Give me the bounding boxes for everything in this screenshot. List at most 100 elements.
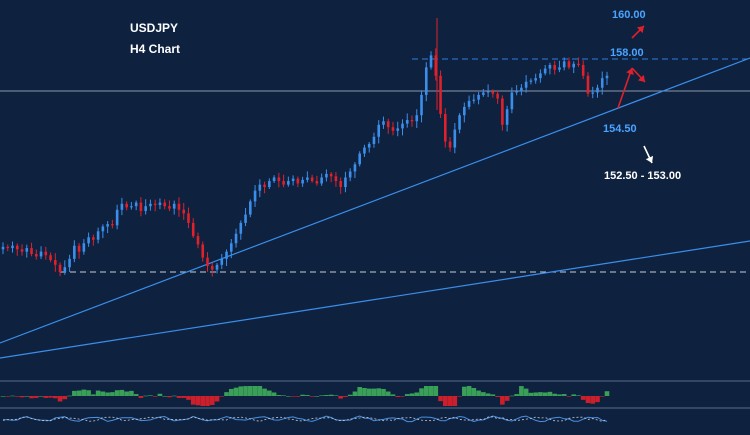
histogram-bar xyxy=(481,392,486,396)
candle-body xyxy=(272,177,276,182)
candle-body xyxy=(263,184,266,188)
histogram-bar xyxy=(281,395,286,396)
candle-body xyxy=(600,78,604,88)
histogram-bar xyxy=(414,392,420,396)
histogram-bar xyxy=(38,396,44,397)
candle-body xyxy=(386,121,390,128)
candle-body xyxy=(149,203,152,207)
histogram-bar xyxy=(595,396,600,403)
candle-body xyxy=(553,64,556,70)
histogram-bar xyxy=(67,395,72,397)
candle-body xyxy=(25,248,29,252)
candle-body xyxy=(296,178,300,184)
candle-body xyxy=(434,55,438,76)
candle-body xyxy=(291,178,295,182)
candle-body xyxy=(158,202,162,205)
histogram-bar xyxy=(371,388,377,396)
candle-body xyxy=(206,257,209,267)
candle-body xyxy=(320,177,323,184)
histogram-bar xyxy=(604,391,610,396)
candle-body xyxy=(139,202,143,211)
candle-body xyxy=(15,245,19,250)
candle-body xyxy=(486,91,490,93)
candle-body xyxy=(39,251,43,257)
histogram-bar xyxy=(357,387,362,396)
candle-body xyxy=(562,61,566,68)
histogram-bar xyxy=(124,391,129,396)
histogram-bar xyxy=(519,386,524,396)
candle-body xyxy=(315,181,319,184)
candle-body xyxy=(144,206,147,211)
histogram-bar xyxy=(195,396,201,406)
candle-body xyxy=(6,246,10,249)
histogram-bar xyxy=(200,396,206,406)
arrow-down-from-158-head xyxy=(637,74,645,82)
candle-body xyxy=(268,181,271,188)
candle-body xyxy=(310,177,314,182)
candle-body xyxy=(115,209,119,226)
histogram-bar xyxy=(53,396,58,399)
histogram-bar xyxy=(57,396,63,402)
histogram-bar xyxy=(404,394,410,396)
candle-body xyxy=(210,266,214,270)
histogram-bar xyxy=(352,391,358,396)
histogram-bar xyxy=(552,393,557,396)
histogram-bar xyxy=(528,392,534,396)
histogram-bar xyxy=(343,396,348,397)
candle-body xyxy=(153,203,157,205)
histogram-bar xyxy=(409,393,415,396)
candle-body xyxy=(82,243,86,252)
histogram-bar xyxy=(523,388,529,396)
candle-body xyxy=(410,120,414,122)
histogram-bar xyxy=(81,389,87,396)
arrow-up-from-154-50-head xyxy=(626,68,634,75)
candle-body xyxy=(353,164,357,172)
candle-body xyxy=(163,202,167,207)
arrow-down-to-152-50-head xyxy=(645,155,654,163)
histogram-bar xyxy=(19,396,25,398)
histogram-bar xyxy=(504,396,510,401)
histogram-bar xyxy=(471,388,477,396)
histogram-bar xyxy=(423,386,429,396)
histogram-bar xyxy=(252,386,258,396)
candle-body xyxy=(77,245,81,252)
histogram-bar xyxy=(309,396,315,397)
candle-body xyxy=(348,171,352,178)
histogram-bar xyxy=(162,396,168,397)
candle-body xyxy=(377,124,381,137)
histogram-bar xyxy=(328,394,334,396)
histogram-bar xyxy=(547,391,553,396)
histogram-bar xyxy=(33,396,39,398)
histogram-bar xyxy=(538,392,543,396)
price-label-154-50: 154.50 xyxy=(603,123,637,135)
candle-body xyxy=(458,115,461,130)
candle-body xyxy=(20,249,24,252)
candle-body xyxy=(482,92,485,95)
histogram-bar xyxy=(72,390,77,396)
candle-body xyxy=(543,68,547,74)
histogram-bar xyxy=(10,395,15,397)
histogram-bar xyxy=(148,395,153,396)
price-label-158: 158.00 xyxy=(610,47,644,59)
candle-body xyxy=(415,115,419,122)
candle-body xyxy=(491,91,495,94)
candle-body xyxy=(130,206,133,208)
histogram-bar xyxy=(29,396,34,399)
histogram-bar xyxy=(138,396,144,398)
candle-body xyxy=(329,173,333,177)
candle-body xyxy=(30,248,33,255)
candle-body xyxy=(58,264,62,272)
candle-body xyxy=(548,64,552,69)
histogram-bar xyxy=(295,396,301,397)
histogram-bar xyxy=(157,393,163,396)
candle-body xyxy=(448,141,452,148)
histogram-bar xyxy=(362,388,367,396)
histogram-bar xyxy=(485,393,491,396)
candle-body xyxy=(463,106,466,116)
candle-body xyxy=(168,206,171,209)
histogram-bar xyxy=(333,395,339,396)
histogram-bar xyxy=(262,388,267,396)
histogram-bar xyxy=(533,392,538,396)
arrow-up-to-160-head xyxy=(636,26,644,34)
histogram-bar xyxy=(271,392,277,396)
